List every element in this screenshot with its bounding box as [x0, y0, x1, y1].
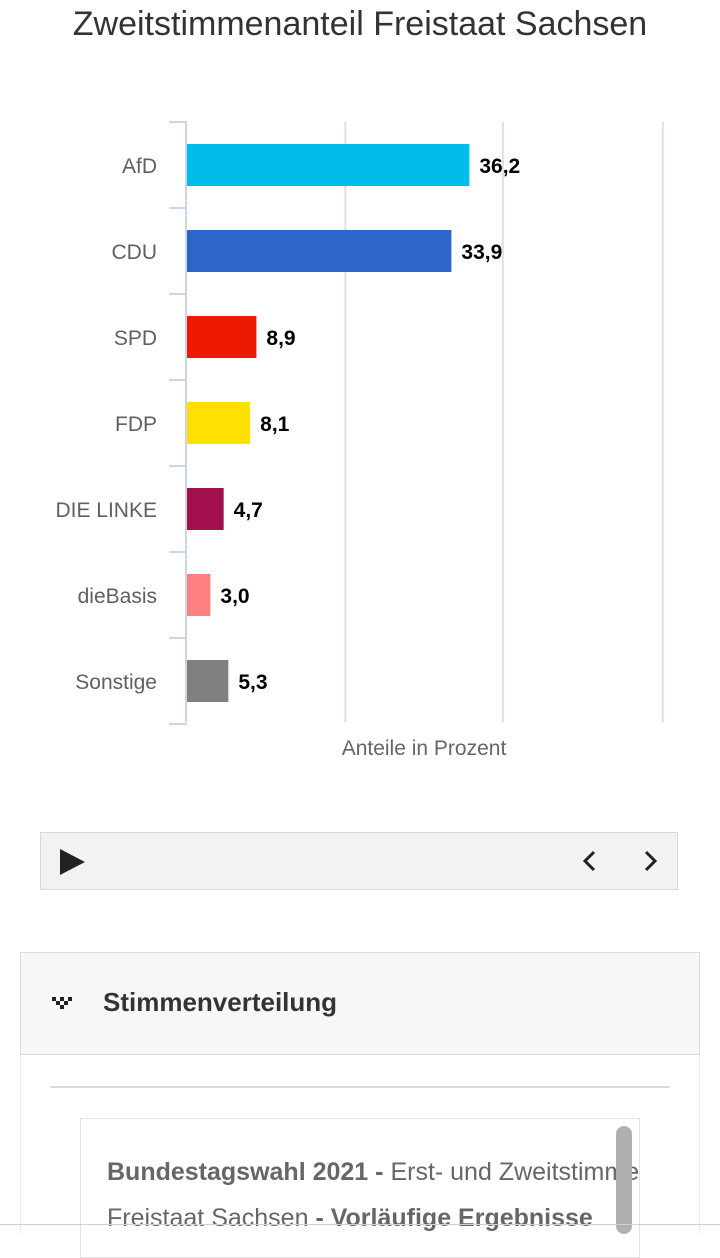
- card-line1-text: Erst- und Zweitstimmen: [390, 1158, 640, 1186]
- card-line2-text: Freistaat Sachsen: [107, 1204, 316, 1232]
- chevron-down-icon: [52, 997, 72, 1009]
- data-label: 5,3: [238, 671, 267, 694]
- bottom-divider: [0, 1224, 720, 1225]
- panel-body: [20, 1055, 700, 1234]
- bar: [187, 660, 229, 702]
- bar-chart: AfD 36,2 CDU 33,9 SPD 8,9 FDP 8,1 DIE LINKE 4,7 di…: [55, 121, 664, 760]
- category-label: AfD: [122, 155, 157, 178]
- play-icon[interactable]: [60, 849, 85, 875]
- data-label: 3,0: [220, 585, 249, 608]
- card-text: Bundestagswahl 2021 - Erst- und Zweitsti…: [107, 1149, 640, 1241]
- bar: [187, 230, 452, 272]
- divider: [50, 1086, 670, 1088]
- results-card: Bundestagswahl 2021 - Erst- und Zweitsti…: [80, 1118, 640, 1258]
- chevron-left-icon[interactable]: [577, 847, 603, 875]
- animation-player: [40, 832, 678, 890]
- card-line1-bold: Bundestagswahl 2021 -: [107, 1158, 391, 1186]
- data-label: 8,9: [266, 327, 295, 350]
- stimmenverteilung-panel-header[interactable]: Stimmenverteilung: [20, 952, 700, 1055]
- bar: [187, 402, 251, 444]
- bar: [187, 574, 211, 616]
- bar: [187, 488, 224, 530]
- category-label: dieBasis: [78, 585, 157, 608]
- category-label: SPD: [114, 327, 157, 350]
- chevron-right-icon[interactable]: [637, 847, 663, 875]
- data-label: 33,9: [461, 241, 502, 264]
- data-label: 8,1: [260, 413, 290, 436]
- data-label: 36,2: [479, 155, 520, 178]
- category-label: CDU: [112, 241, 158, 264]
- chart-title: Zweitstimmenanteil Freistaat Sachsen: [72, 5, 648, 43]
- category-label: FDP: [115, 413, 157, 436]
- category-label: DIE LINKE: [55, 499, 157, 522]
- panel-title: Stimmenverteilung: [103, 987, 338, 1017]
- x-axis-title: Anteile in Prozent: [342, 737, 507, 760]
- bar: [187, 144, 470, 186]
- bar: [187, 316, 257, 358]
- data-label: 4,7: [234, 499, 263, 522]
- scrollbar[interactable]: [616, 1126, 632, 1234]
- category-label: Sonstige: [75, 671, 157, 694]
- card-line2-bold: - Vorläufige Ergebnisse: [315, 1204, 593, 1232]
